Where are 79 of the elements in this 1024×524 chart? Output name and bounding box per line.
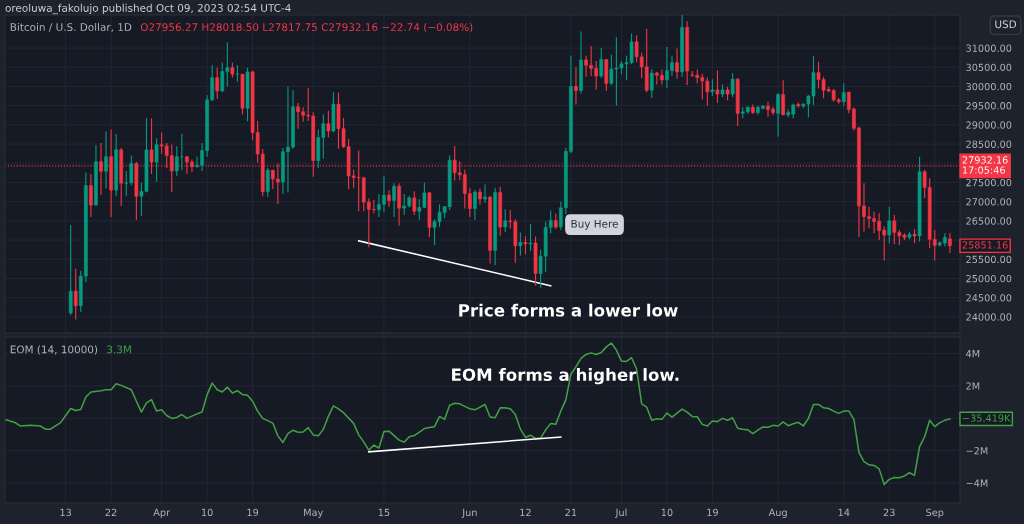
text: EOM (14, 10000): [10, 345, 98, 355]
x-tick-label: 23: [883, 508, 895, 517]
y-tick-label: 30000.00: [966, 82, 1012, 91]
annotation: 25851.16: [962, 241, 1008, 249]
candlestick: [887, 206, 892, 244]
candlestick: [473, 189, 477, 221]
y-tick-label: 31000.00: [966, 44, 1012, 52]
x-tick-label: Apr: [153, 508, 171, 518]
x-tick-label: 12: [520, 508, 531, 516]
x-tick-label: 10: [202, 508, 213, 517]
annotation: Price forms a lower low: [459, 303, 678, 317]
y-tick-label: 2M: [966, 382, 980, 390]
x-tick-label: 14: [838, 508, 850, 516]
candlestick: [412, 190, 417, 216]
ref-line-label: 27932.16 17:05:46: [962, 156, 1008, 174]
y-tick-label: 25000.00: [966, 274, 1012, 283]
annotation: 3.3M: [107, 345, 131, 354]
x-tick-label: Jul: [615, 508, 627, 518]
candlestick: [675, 47, 679, 80]
y-tick-label: −4M: [966, 479, 988, 487]
y-tick-label: 4M: [966, 350, 980, 358]
x-tick-label: 10: [661, 508, 673, 517]
candlestick: [215, 67, 220, 100]
x-tick-label: Jun: [461, 508, 477, 518]
text: USD: [995, 20, 1017, 29]
candlestick: [265, 167, 270, 198]
y-tick-label: 28500.00: [966, 140, 1012, 148]
x-tick-label: 15: [378, 508, 390, 517]
candlestick: [503, 208, 508, 233]
candlestick: [604, 58, 609, 92]
line-series: [5, 342, 951, 486]
candlestick: [174, 145, 179, 177]
x-tick-label: May: [304, 508, 323, 518]
candlestick: [781, 79, 785, 116]
x-tick-label: 21: [565, 508, 577, 516]
x-tick-label: Aug: [768, 508, 787, 518]
x-tick-label: 13: [60, 508, 72, 517]
annotation: O27956.27 H28018.50 L27817.75 C27932.16 −22.74 (−0.08%): [140, 22, 473, 33]
candlestick: [523, 235, 528, 255]
y-tick-label: 24000.00: [966, 313, 1012, 321]
candlestick: [574, 66, 578, 106]
candlestick: [73, 268, 78, 321]
y-tick-label: 29500.00: [966, 102, 1012, 110]
x-tick-label: 19: [707, 508, 718, 517]
candlestick: [397, 182, 401, 227]
candlestick: [518, 231, 523, 256]
annotation: −35.419K: [962, 414, 1011, 422]
candlestick: [649, 68, 654, 99]
y-tick-label: 25500.00: [966, 255, 1012, 264]
candlestick: [392, 182, 396, 218]
text: Bitcoin / U.S. Dollar, 1D: [10, 22, 132, 33]
y-tick-label: 30500.00: [966, 63, 1012, 72]
y-tick-label: 27500.00: [966, 178, 1012, 187]
candlestick: [730, 72, 735, 98]
x-tick-label: 22: [105, 508, 117, 516]
candlestick: [715, 69, 720, 104]
x-tick-label: 19: [247, 508, 259, 517]
candlestick: [776, 92, 780, 138]
candlestick: [599, 47, 604, 79]
y-tick-label: 26500.00: [966, 217, 1012, 225]
candlestick: [89, 173, 93, 218]
y-tick-label: 27000.00: [966, 198, 1012, 206]
candlestick: [483, 183, 487, 204]
y-tick-label: 24500.00: [966, 294, 1012, 302]
y-tick-label: −2M: [966, 447, 988, 455]
annotation: Buy Here: [571, 219, 618, 230]
candlestick: [104, 130, 108, 189]
candlestick: [528, 223, 533, 252]
candlestick: [326, 110, 331, 139]
chart-subtitle: oreoluwa_fakolujo published Oct 09, 2023 02:54 UTC-4: [5, 3, 291, 15]
candlestick: [154, 137, 159, 183]
x-tick-label: Sep: [926, 508, 944, 518]
candlestick: [387, 189, 391, 208]
y-tick-label: 29000.00: [966, 121, 1012, 129]
candlestick: [402, 193, 407, 216]
annotation: EOM forms a higher low.: [452, 368, 679, 385]
candlestick: [948, 232, 952, 254]
candlestick: [68, 224, 73, 316]
candlestick: [841, 82, 846, 107]
